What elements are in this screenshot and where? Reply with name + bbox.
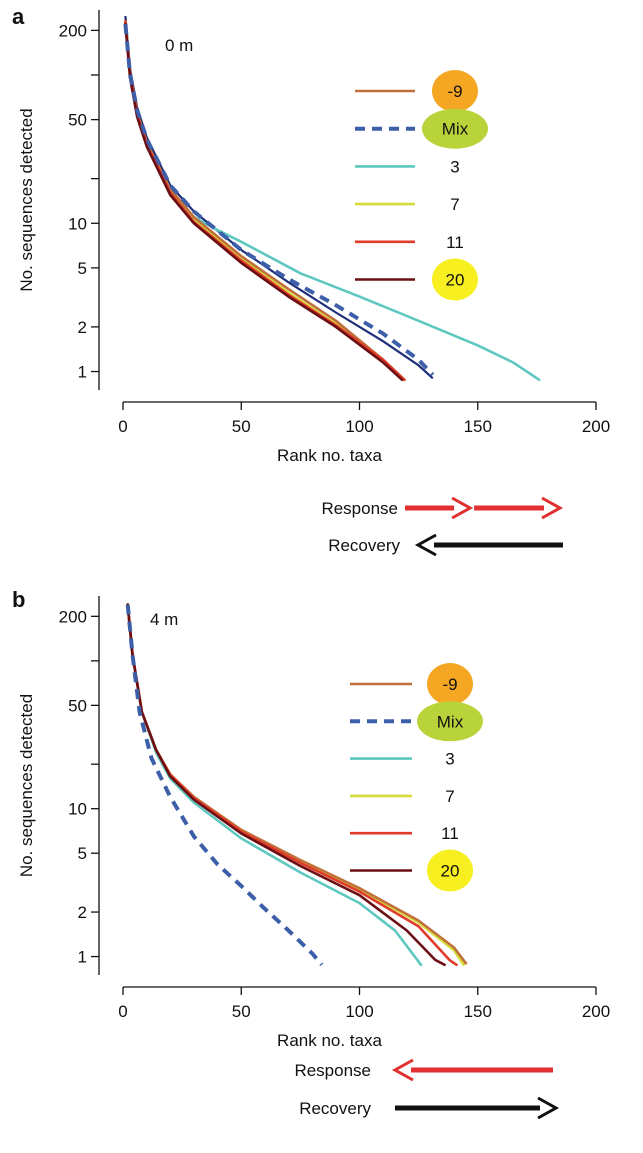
y-tick-label: 10 [68, 214, 87, 233]
y-axis-title: No. sequences detected [17, 694, 36, 877]
panel-label: a [12, 4, 25, 29]
y-tick-label: 50 [68, 696, 87, 715]
legend-highlight-badge [427, 849, 473, 892]
legend-label: 3 [445, 750, 454, 769]
series-line-mix [125, 604, 324, 967]
legend-label: Mix [442, 120, 469, 139]
y-tick-label: 50 [68, 111, 87, 130]
arrow-response: Response [294, 1058, 553, 1082]
series-line-mix [123, 24, 435, 377]
y-tick-label: 5 [78, 259, 87, 278]
y-tick-label: 200 [59, 607, 87, 626]
panel-label: b [12, 587, 25, 612]
series-line-7 [124, 20, 406, 382]
legend-label: 7 [445, 787, 454, 806]
chart-panel-a: a 0 m 1 2 5 10 50 200 0 50 100 150 200 Rank no. taxa N… [12, 4, 610, 557]
x-tick-label: 150 [464, 417, 492, 436]
y-tick-label: 200 [59, 21, 87, 40]
legend-highlight-badge [432, 70, 478, 112]
legend-highlight-badge [417, 701, 483, 742]
arrow-head [541, 496, 564, 520]
arrow-head [414, 533, 437, 557]
series-line-minus9 [124, 20, 406, 382]
legend: -9 Mix 3 7 11 20 [350, 663, 483, 892]
x-axis-title: Rank no. taxa [277, 446, 382, 465]
y-tick-label: 10 [68, 800, 87, 819]
x-tick-label: 50 [232, 1002, 251, 1021]
legend-label: 11 [441, 824, 459, 843]
x-tick-label: 50 [232, 417, 251, 436]
chart-panel-b: b 4 m 1 2 5 10 50 200 0 50 100 150 200 Rank no. taxa N… [12, 587, 610, 1120]
legend: -9 Mix 3 7 11 20 [355, 70, 488, 301]
series-line-3 [126, 603, 423, 967]
x-tick-label: 0 [118, 417, 127, 436]
y-tick-label: 1 [78, 948, 87, 967]
y-tick-label: 1 [78, 363, 87, 382]
arrow-label: Response [294, 1061, 371, 1080]
legend-label: 11 [446, 233, 464, 252]
chart-title: 0 m [165, 36, 193, 55]
arrow-label: Recovery [299, 1099, 371, 1118]
x-tick-label: 150 [464, 1002, 492, 1021]
x-tick-label: 100 [345, 1002, 373, 1021]
arrow-label: Response [321, 499, 398, 518]
legend-label: 20 [446, 271, 465, 290]
legend-label: 20 [441, 862, 460, 881]
arrow-head [391, 1058, 414, 1082]
legend-label: -9 [442, 675, 457, 694]
legend-highlight-badge [422, 108, 488, 149]
arrow-head [451, 496, 474, 520]
legend-label: -9 [447, 82, 462, 101]
arrow-response: Response [321, 496, 564, 520]
series-line-20 [124, 22, 404, 382]
arrow-label: Recovery [328, 536, 400, 555]
x-tick-label: 100 [345, 417, 373, 436]
legend-highlight-badge [427, 663, 473, 705]
x-axis-title: Rank no. taxa [277, 1031, 382, 1050]
arrow-recovery: Recovery [299, 1096, 560, 1120]
legend-label: 7 [450, 195, 459, 214]
legend-label: 3 [450, 157, 459, 176]
x-tick-label: 200 [582, 1002, 610, 1021]
y-axis-title: No. sequences detected [17, 108, 36, 291]
y-tick-label: 2 [78, 903, 87, 922]
x-tick-label: 200 [582, 417, 610, 436]
x-tick-label: 0 [118, 1002, 127, 1021]
arrow-recovery: Recovery [328, 533, 563, 557]
arrow-head [537, 1096, 560, 1120]
y-tick-label: 5 [78, 844, 87, 863]
series-line-20 [126, 603, 446, 967]
series-line-11 [124, 20, 406, 382]
legend-highlight-badge [432, 258, 478, 301]
y-tick-label: 2 [78, 318, 87, 337]
chart-title: 4 m [150, 610, 178, 629]
legend-label: Mix [437, 712, 464, 731]
